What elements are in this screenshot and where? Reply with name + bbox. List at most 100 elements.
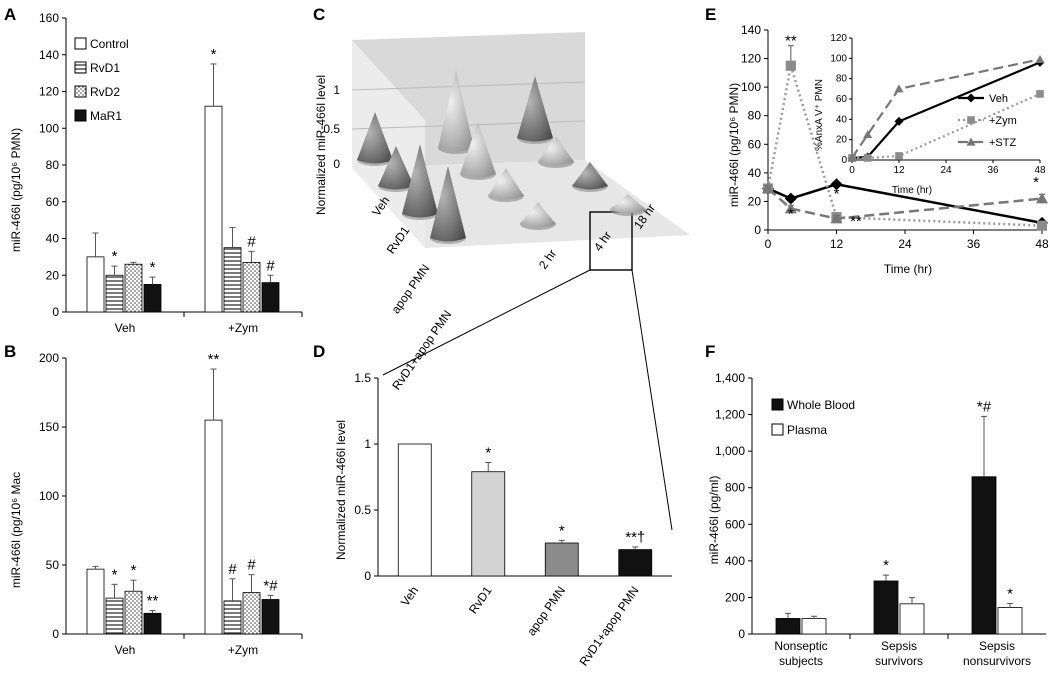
panel-c-z-tick: 0.5 — [323, 122, 340, 136]
panel-letter-a: A — [4, 5, 16, 24]
panel-b-y-label: miR-466l (pg/10⁶ Mac — [9, 472, 23, 588]
panel-f-y-tick-label: 800 — [725, 481, 745, 495]
panel-e-inset-data-point — [895, 152, 903, 160]
panel-b-bar — [223, 600, 242, 635]
panel-f-y-tick-label: 600 — [725, 517, 745, 531]
panel-f-bar — [801, 618, 827, 635]
panel-c-z-tick: 1 — [333, 83, 340, 97]
panel-f-bar-chart: miR-466l (pg/ml) Whole Blood Plasma 0 200… — [707, 371, 1046, 668]
panel-b-y-tick-label: 50 — [46, 558, 60, 572]
panel-c-cone — [402, 144, 438, 218]
panel-c-cone — [517, 76, 553, 142]
panel-a-bar — [242, 261, 261, 313]
panel-f-significance-mark: *# — [977, 398, 992, 415]
panel-e-inset-x-tick-label: 48 — [1034, 165, 1046, 176]
panel-c-3d-cone-chart: 1 0.5 0 Normalized miR-466l level Veh Rv… — [314, 32, 690, 531]
panel-e-data-point — [1036, 220, 1048, 231]
panel-d-y-tick-label: 1.5 — [354, 371, 371, 385]
panel-a-bar — [261, 282, 280, 313]
panel-d-x-tick-label: RvD1 — [466, 583, 495, 616]
legend-swatch-whole-blood — [771, 398, 784, 411]
panel-d-x-tick-label: apop PMN — [524, 584, 568, 638]
panel-b-bar — [143, 612, 162, 635]
panel-c-z-tick: 0 — [333, 157, 340, 171]
panel-c-cone — [538, 136, 574, 166]
panel-e-inset-x-label: Time (hr) — [892, 185, 932, 196]
panel-c-cone — [378, 146, 414, 190]
panel-e-legend-marker — [967, 116, 975, 124]
panel-e-x-label: Time (hr) — [884, 262, 932, 276]
panel-d-bar — [618, 549, 653, 577]
panel-e-x-tick-label: 0 — [765, 237, 772, 251]
panel-e-inset-series-line — [852, 92, 1041, 160]
panel-a-y-tick-label: 100 — [39, 121, 59, 135]
legend-label-plasma: Plasma — [787, 423, 827, 437]
panel-e-series-line — [766, 65, 1043, 227]
legend-label-rvd1: RvD1 — [90, 61, 120, 75]
panel-d-x-tick-label: RvD1+apop PMN — [576, 584, 641, 669]
panel-b-significance-mark: * — [112, 566, 118, 583]
panel-f-y-tick-label: 1,400 — [715, 371, 745, 385]
panel-e-legend-label: +Zym — [989, 115, 1017, 127]
panel-c-cone — [572, 162, 608, 190]
panel-b-x-tick-label: Veh — [115, 643, 136, 657]
panel-e-inset-y-tick-label: 20 — [836, 135, 848, 146]
panel-e-data-point — [830, 212, 843, 224]
panel-e-legend-label: Veh — [989, 93, 1008, 105]
legend-swatch-plasma — [771, 423, 784, 436]
panel-a-y-tick-label: 20 — [46, 268, 60, 282]
panel-b-x-tick-label: +Zym — [228, 643, 258, 657]
panel-d-y-label: Normalized miR-466l level — [334, 420, 348, 560]
panel-e-significance-mark: * — [788, 206, 794, 223]
panel-b-significance-mark: ** — [147, 593, 159, 610]
panel-f-bar — [899, 603, 925, 635]
panel-letter-d: D — [313, 342, 325, 361]
panel-a-y-tick-label: 80 — [46, 158, 60, 172]
panel-f-y-tick-label: 200 — [725, 590, 745, 604]
panel-a-x-tick-label: +Zym — [228, 321, 258, 335]
panel-b-y-tick-label: 200 — [39, 351, 59, 365]
zoom-line-left — [382, 269, 591, 376]
legend-label-whole-blood: Whole Blood — [787, 398, 855, 412]
panel-e-inset-x-tick-label: 36 — [987, 165, 999, 176]
panel-b-significance-mark: # — [228, 561, 237, 578]
panel-letter-e: E — [705, 5, 716, 24]
legend-swatch-control — [74, 37, 87, 50]
panel-e-inset-y-label: %AnxA V⁺ PMN — [814, 79, 825, 151]
panel-a-y-tick-label: 140 — [39, 48, 59, 62]
panel-e-legend-marker — [966, 137, 976, 146]
panel-f-bar — [873, 580, 899, 635]
panel-c-row-label: apop PMN — [388, 262, 432, 316]
panel-e-inset-data-point — [847, 153, 857, 162]
panel-a-bar — [86, 256, 105, 313]
panel-f-x-tick-label: survivors — [875, 654, 923, 668]
panel-e-inset-y-tick-label: 120 — [830, 33, 847, 44]
panel-f-bar — [997, 607, 1023, 635]
legend-label-mar1: MaR1 — [90, 109, 122, 123]
panel-e-significance-mark: * — [834, 186, 840, 203]
panel-c-cone — [488, 168, 524, 200]
panel-d-significance-mark: * — [559, 522, 565, 539]
panel-c-cone — [357, 112, 393, 164]
panel-d-x-tick-label: Veh — [398, 584, 421, 609]
panel-c-cone — [438, 70, 474, 152]
panel-f-x-tick-label: Sepsis — [881, 639, 917, 653]
panel-e-y-tick-label: 100 — [741, 80, 761, 94]
panel-c-highlight-box — [589, 211, 633, 271]
panel-c-z-label: Normalized miR-466l level — [314, 75, 328, 215]
panel-b-bar — [124, 590, 143, 635]
zoom-line-right — [631, 269, 673, 531]
panel-a-bar-chart: miR-466l (pg/10⁶ PMN) Control RvD1 RvD2 … — [9, 11, 303, 335]
panel-e-y-tick-label: 80 — [748, 109, 762, 123]
panel-a-y-tick-label: 120 — [39, 85, 59, 99]
panel-c-cone — [520, 202, 556, 228]
panel-e-legend-label: +STZ — [989, 137, 1016, 149]
panel-b-bar — [105, 597, 124, 635]
panel-e-inset-series-line — [851, 58, 1041, 159]
panel-e-data-point — [784, 202, 797, 214]
panel-a-significance-mark: * — [112, 248, 118, 265]
panel-e-y-tick-label: 40 — [748, 166, 762, 180]
panel-b-bar — [204, 419, 223, 635]
